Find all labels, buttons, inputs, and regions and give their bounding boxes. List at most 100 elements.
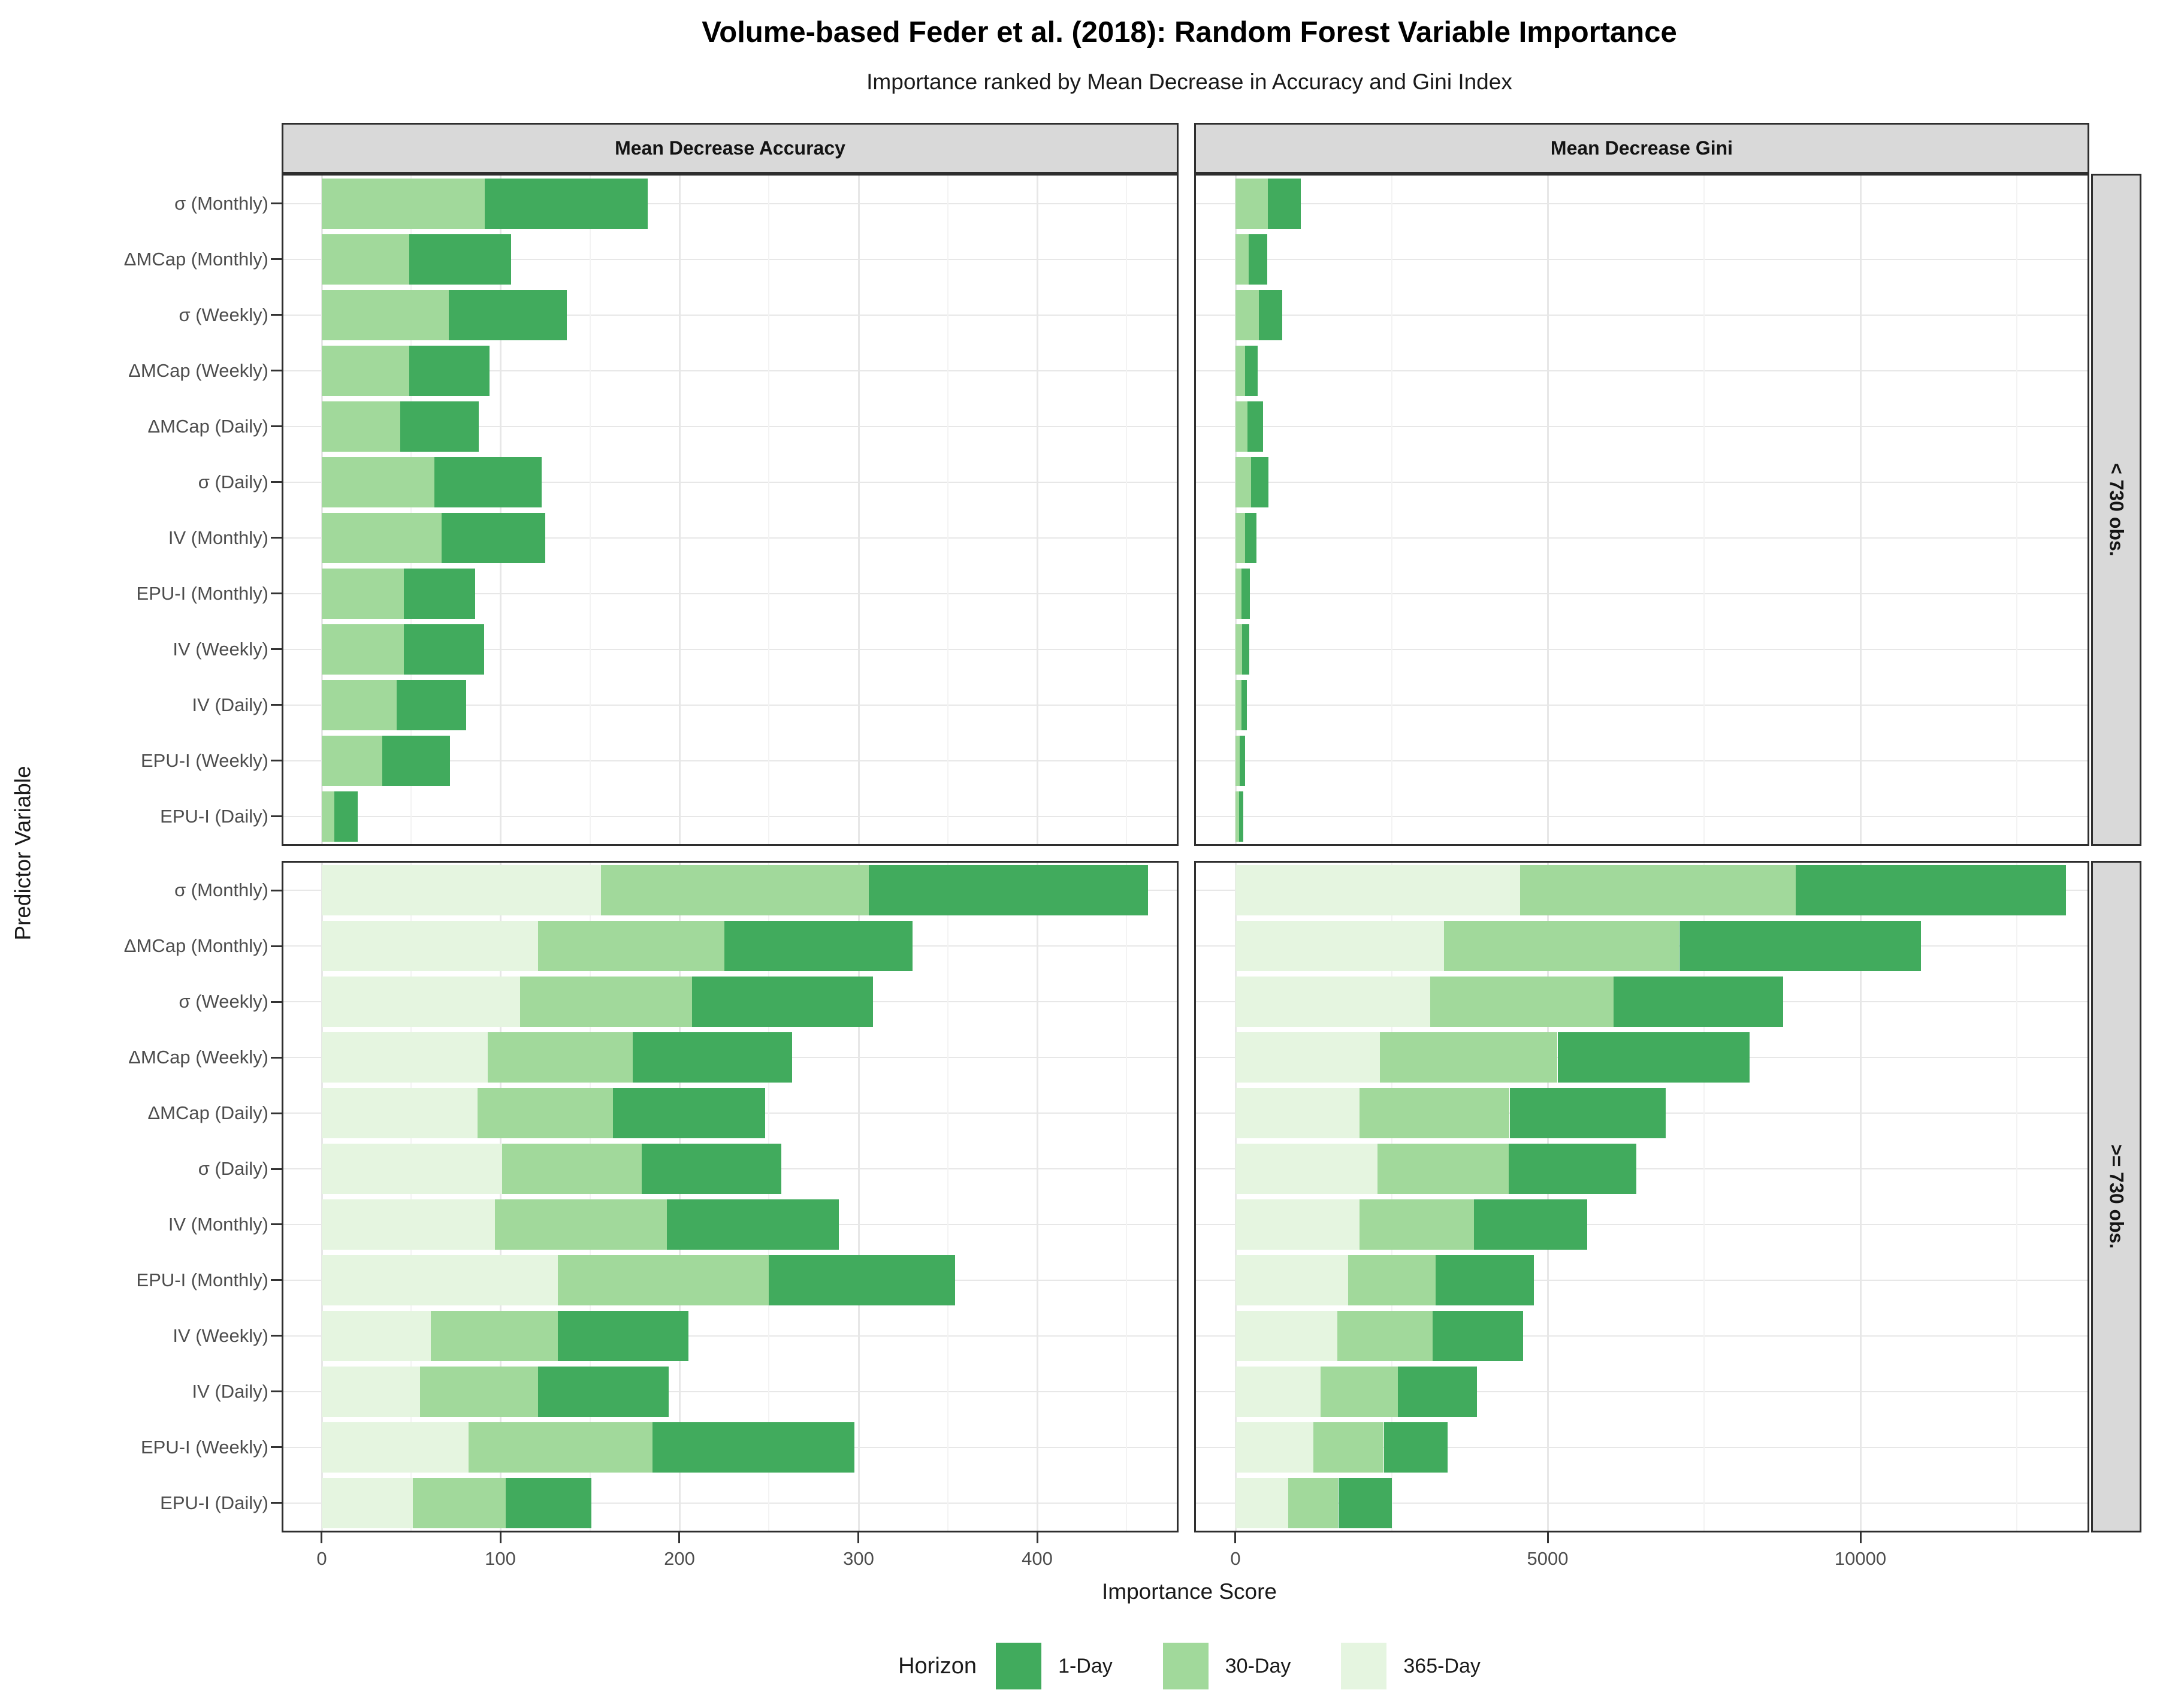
y-tick-mark: [271, 1390, 282, 1392]
bar-segment-1-day: [769, 1255, 955, 1305]
y-tick-label: EPU-I (Weekly): [140, 1437, 268, 1458]
bar-segment-1-day: [1679, 921, 1921, 971]
bar-segment-1-day: [1268, 179, 1301, 229]
y-tick-mark: [271, 760, 282, 761]
bar-segment-30-day: [1235, 680, 1241, 730]
y-tick-label: EPU-I (Daily): [160, 1492, 268, 1513]
gridline-horizontal: [283, 1335, 1177, 1337]
bar-segment-365-day: [1235, 1199, 1360, 1250]
y-tick-label: ΔMCap (Daily): [147, 1102, 268, 1123]
panel-ge730-accuracy: [282, 861, 1179, 1532]
y-tick-mark: [271, 1335, 282, 1337]
legend-entry-1-day: 1-Day: [996, 1643, 1113, 1689]
gridline-minor: [590, 863, 591, 1531]
bar-segment-30-day: [431, 1311, 558, 1361]
x-tick-mark: [1547, 1532, 1549, 1543]
gridline-horizontal: [1196, 1335, 2088, 1337]
y-tick-label: IV (Daily): [192, 694, 268, 715]
y-tick-label: σ (Monthly): [174, 193, 268, 214]
gridline-horizontal: [1196, 370, 2088, 371]
bar-segment-30-day: [495, 1199, 667, 1250]
legend-label: 30-Day: [1225, 1654, 1291, 1677]
bar-segment-365-day: [1235, 1367, 1321, 1417]
legend-title: Horizon: [898, 1653, 977, 1679]
legend: Horizon 1-Day 30-Day 365-Day: [213, 1639, 2166, 1693]
gridline-horizontal: [283, 705, 1177, 706]
bar-segment-1-day: [404, 624, 484, 675]
bar-segment-30-day: [322, 680, 397, 730]
gridline-horizontal: [283, 593, 1177, 594]
y-tick-label: IV (Weekly): [173, 639, 268, 660]
bar-segment-1-day: [1239, 791, 1243, 842]
bar-segment-1-day: [1510, 1088, 1666, 1138]
y-tick-mark: [271, 314, 282, 316]
x-tick-mark: [321, 1532, 322, 1543]
gridline-major: [679, 176, 681, 844]
gridline-major: [858, 863, 860, 1531]
bar-segment-1-day: [1245, 513, 1256, 563]
bar-segment-1-day: [1436, 1255, 1534, 1305]
y-tick-label: EPU-I (Monthly): [136, 583, 268, 604]
gridline-horizontal: [1196, 705, 2088, 706]
gridline-horizontal: [283, 203, 1177, 204]
y-tick-label: σ (Weekly): [179, 991, 268, 1012]
gridline-minor: [1391, 176, 1392, 844]
gridline-horizontal: [283, 1503, 1177, 1504]
bar-segment-365-day: [322, 1032, 488, 1083]
gridline-horizontal: [1196, 1280, 2088, 1281]
y-tick-label: IV (Monthly): [168, 1214, 268, 1235]
bar-segment-365-day: [1235, 1478, 1289, 1528]
bar-segment-30-day: [1235, 234, 1249, 285]
x-tick-mark: [678, 1532, 680, 1543]
gridline-major: [500, 176, 502, 844]
gridline-minor: [1703, 176, 1705, 844]
y-tick-label: σ (Daily): [198, 471, 268, 492]
bar-segment-1-day: [404, 569, 475, 619]
bar-segment-1-day: [1251, 457, 1268, 507]
x-tick-mark: [500, 1532, 502, 1543]
y-tick-mark: [271, 481, 282, 483]
bar-segment-1-day: [642, 1144, 781, 1194]
bar-segment-1-day: [1614, 977, 1783, 1027]
bar-segment-30-day: [1377, 1144, 1509, 1194]
y-tick-mark: [271, 1446, 282, 1448]
bar-segment-365-day: [322, 1311, 431, 1361]
x-tick-mark: [857, 1532, 859, 1543]
facet-strip-row: >= 730 obs.: [2091, 861, 2141, 1532]
bar-segment-1-day: [434, 457, 542, 507]
x-tick-label: 10000: [1834, 1548, 1887, 1569]
bar-segment-30-day: [502, 1144, 642, 1194]
y-tick-mark: [271, 258, 282, 260]
y-tick-label: ΔMCap (Monthly): [123, 249, 268, 270]
y-tick-mark: [271, 537, 282, 539]
x-tick-label: 300: [843, 1548, 874, 1569]
bar-segment-30-day: [322, 457, 434, 507]
gridline-horizontal: [283, 315, 1177, 316]
bar-segment-30-day: [322, 234, 409, 285]
y-tick-mark: [271, 1113, 282, 1114]
y-tick-label: IV (Daily): [192, 1381, 268, 1402]
gridline-major: [1037, 863, 1038, 1531]
gridline-horizontal: [1196, 649, 2088, 650]
y-tick-mark: [271, 1502, 282, 1504]
y-tick-mark: [271, 202, 282, 204]
bar-segment-1-day: [652, 1422, 854, 1473]
bar-segment-30-day: [1235, 290, 1259, 340]
bar-segment-30-day: [1380, 1032, 1557, 1083]
bar-segment-1-day: [485, 179, 648, 229]
bar-segment-1-day: [442, 513, 545, 563]
bar-segment-1-day: [692, 977, 873, 1027]
gridline-minor: [2016, 176, 2017, 844]
bar-segment-1-day: [1240, 736, 1245, 786]
gridline-minor: [590, 176, 591, 844]
bar-segment-365-day: [322, 1422, 469, 1473]
y-tick-mark: [271, 1223, 282, 1225]
x-tick-mark: [1860, 1532, 1862, 1543]
x-tick-label: 0: [316, 1548, 327, 1569]
bar-segment-30-day: [413, 1478, 506, 1528]
bar-segment-30-day: [601, 865, 869, 915]
gridline-horizontal: [1196, 1224, 2088, 1225]
bar-segment-1-day: [449, 290, 567, 340]
y-tick-mark: [271, 648, 282, 650]
gridline-minor: [768, 863, 769, 1531]
